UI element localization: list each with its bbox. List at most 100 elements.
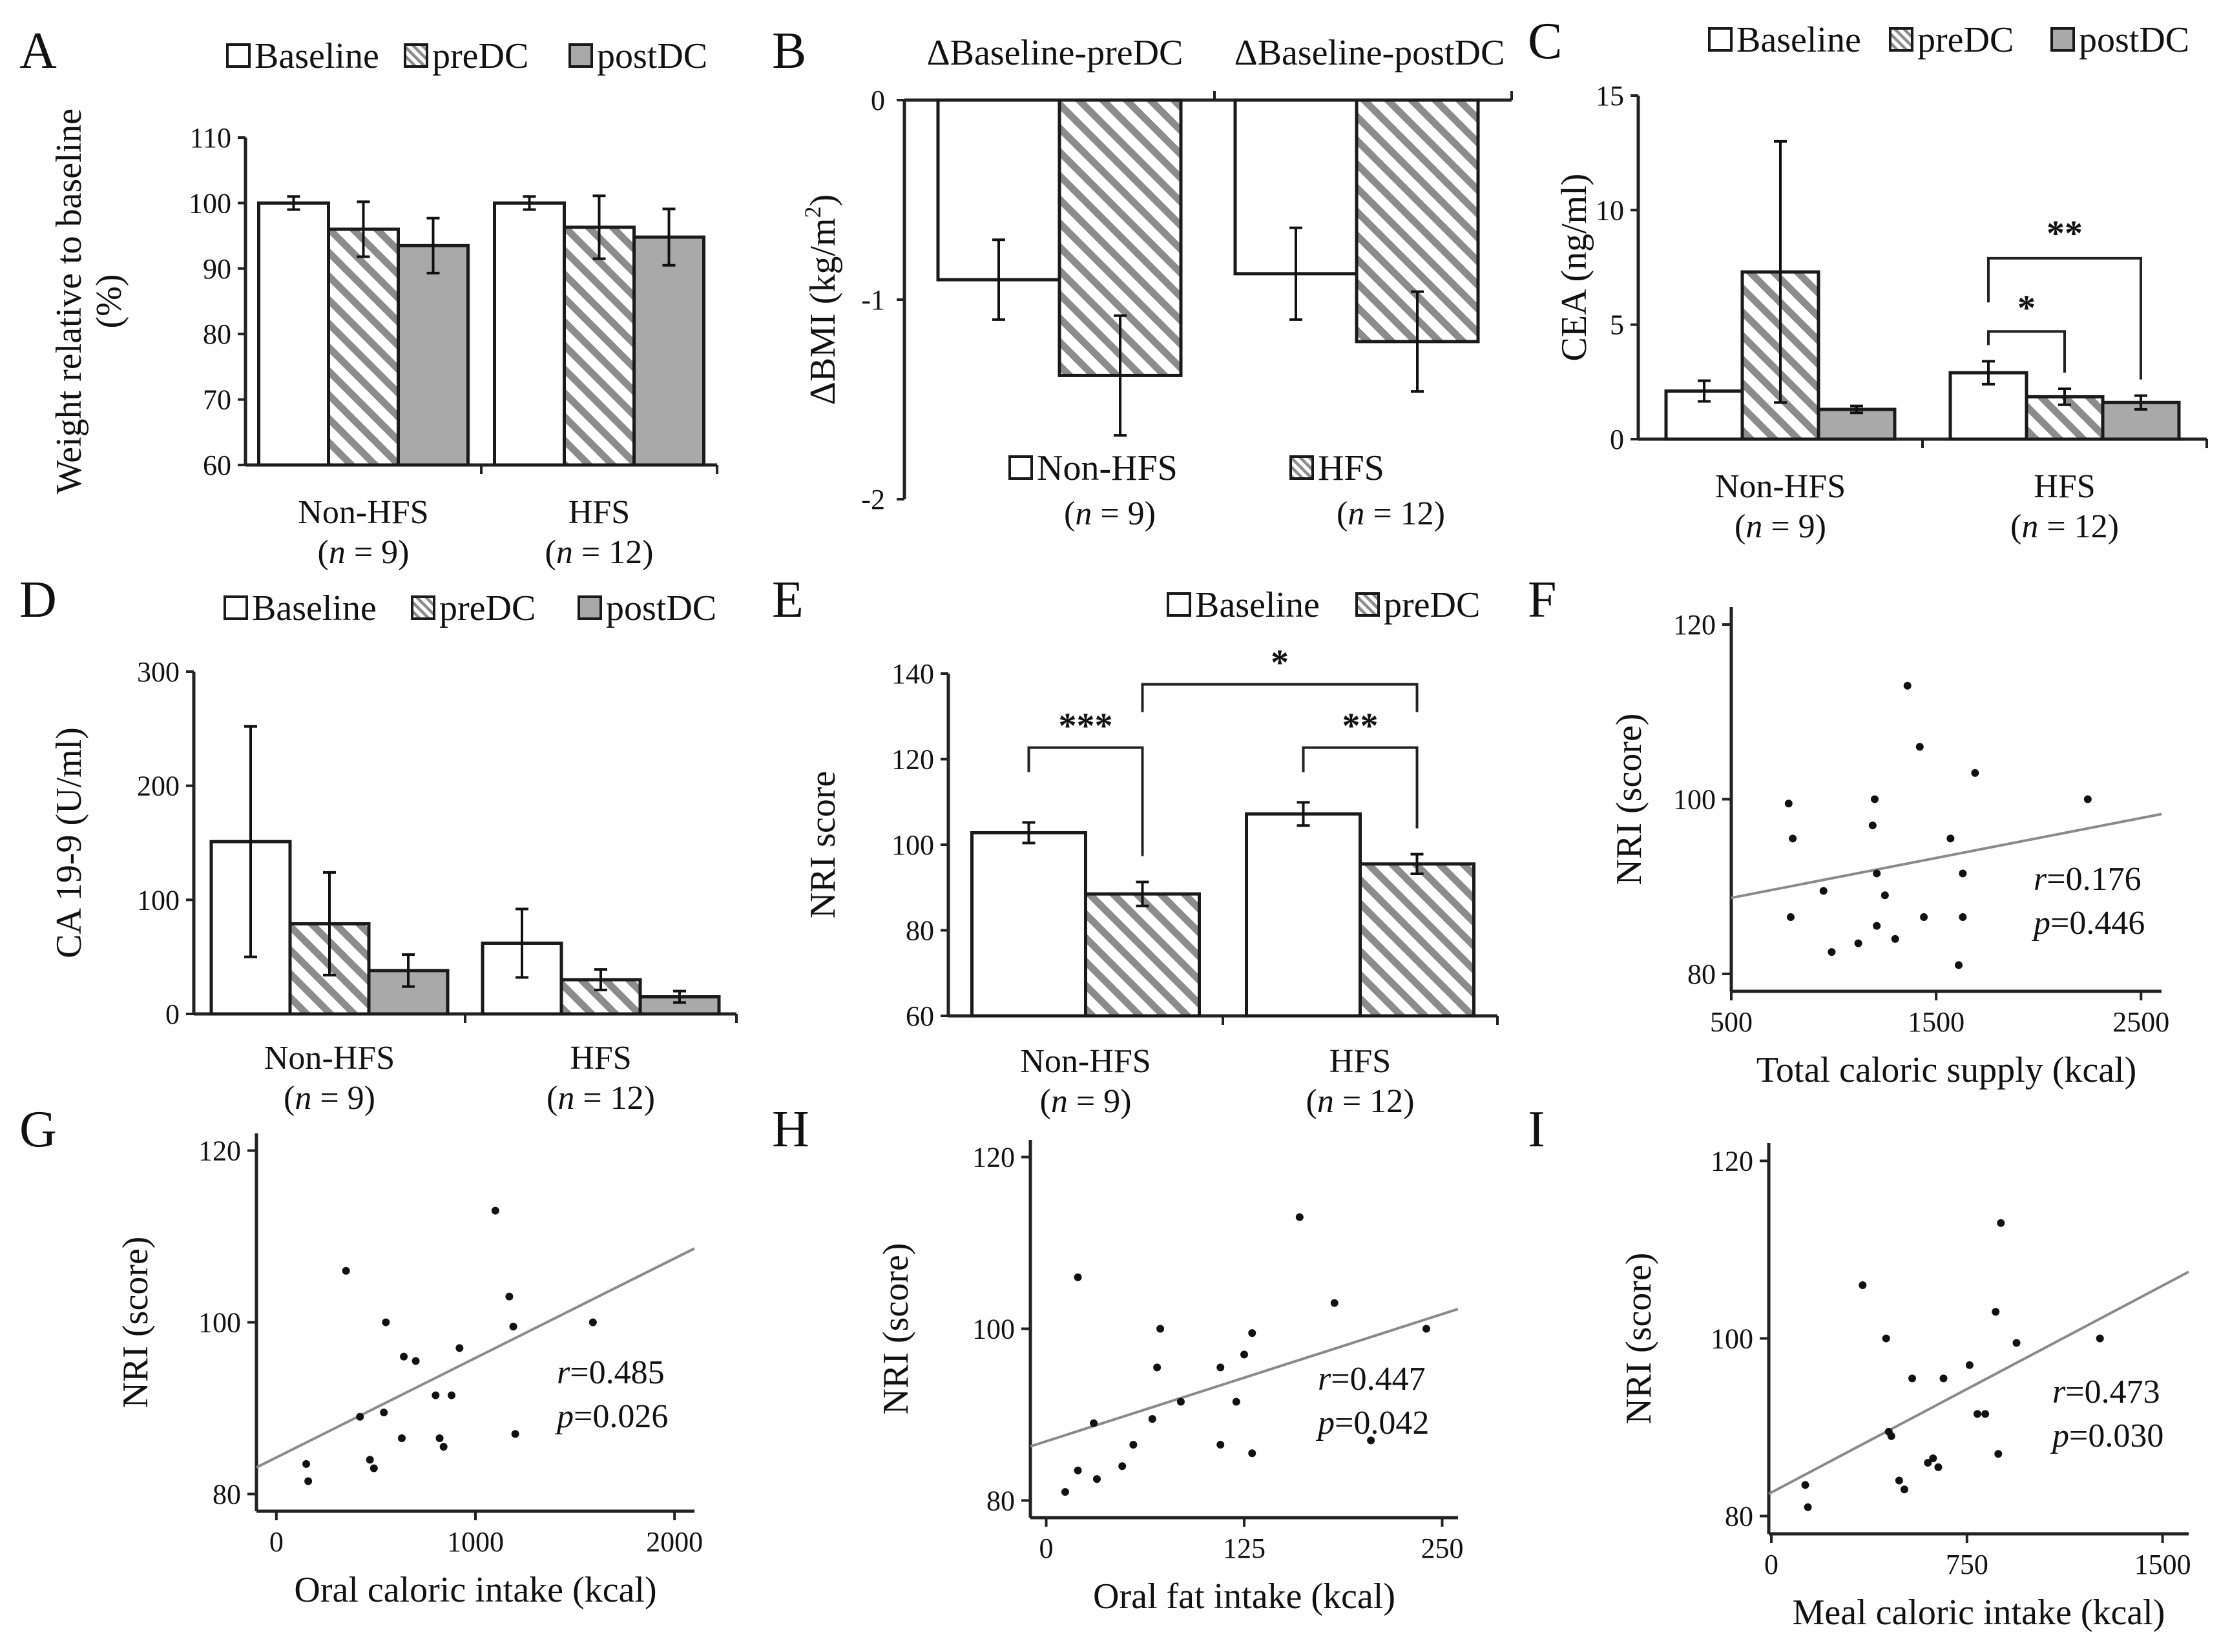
data-point <box>1939 1374 1948 1383</box>
r-value: r=0.485 <box>557 1354 665 1391</box>
data-point <box>1789 834 1797 843</box>
x-tick-label: 250 <box>1421 1533 1463 1564</box>
legend-label-baseline: Baseline <box>1736 20 1861 60</box>
y-tick-label: 200 <box>137 770 180 802</box>
data-point <box>1887 1432 1895 1440</box>
category-n-non-hfs: (n = 9) <box>284 1080 375 1117</box>
panel-E: E Baseline preDC 60 80 100 120 140 Non-HFS(n = 9… <box>772 572 1499 1120</box>
legend-label-baseline: Baseline <box>1195 585 1320 625</box>
legend-label-baseline: Baseline <box>255 36 379 76</box>
category-n-hfs: (n = 12) <box>545 534 654 571</box>
data-point <box>1804 1503 1812 1511</box>
data-point <box>1997 1219 2005 1227</box>
data-point <box>2012 1339 2021 1347</box>
data-point <box>2083 795 2092 803</box>
legend-swatch-predc <box>404 43 428 68</box>
data-point <box>1891 934 1899 943</box>
data-point <box>356 1412 364 1421</box>
data-point <box>366 1456 374 1464</box>
data-point <box>1994 1450 2003 1458</box>
legend-swatch-baseline <box>1708 27 1733 52</box>
bar-C-non-hfs-postdc <box>1817 408 1897 441</box>
y-tick-label: 300 <box>137 656 180 688</box>
y-tick-label: -2 <box>861 484 885 515</box>
y-axis-label: Weight relative to baseline(%) <box>49 108 129 494</box>
data-point <box>1871 795 1879 803</box>
x-tick-label: 750 <box>1946 1549 1988 1580</box>
panel-B: B -2 -1 0 ΔBaseline-preDC ΔBaseline-postDC Non… <box>772 23 1513 532</box>
y-tick-label: 100 <box>137 884 180 916</box>
sig-bracket-1 <box>1027 746 1144 856</box>
data-point <box>1786 913 1795 922</box>
y-tick-label: 80 <box>1725 1501 1753 1533</box>
bar-E-non-hfs-baseline <box>970 831 1087 1018</box>
p-value: p=0.042 <box>1315 1405 1429 1441</box>
y-tick-label: 0 <box>165 998 180 1030</box>
panel-label-F: F <box>1528 572 1557 628</box>
y-tick-label: 100 <box>891 829 934 861</box>
x-tick-label: 125 <box>1223 1533 1266 1564</box>
data-point <box>1118 1462 1127 1471</box>
data-point <box>1920 913 1928 922</box>
y-tick-label: 100 <box>972 1314 1015 1345</box>
data-point <box>1295 1213 1304 1221</box>
bar-A-hfs-predc <box>563 225 636 467</box>
data-point <box>1981 1410 1990 1418</box>
sig-star-2: ** <box>2047 214 2083 254</box>
data-point <box>1934 1463 1943 1471</box>
data-point <box>1828 948 1836 956</box>
panel-label-C: C <box>1528 13 1562 70</box>
panel-F: F 80 100 120 500 1500 2500 r=0.176 p=0.446 Total … <box>1528 572 2169 1090</box>
x-tick-label: 1000 <box>447 1526 504 1558</box>
panel-G: G 80 100 120 0 1000 2000 r=0.485 p=0.026 Oral cal… <box>19 1101 703 1610</box>
y-axis-label: NRI (score) <box>116 1237 156 1409</box>
category-n-hfs: (n = 12) <box>1306 1083 1415 1120</box>
y-tick-label: 80 <box>1687 958 1716 990</box>
data-point <box>1859 1281 1867 1289</box>
y-tick-label: 0 <box>1610 424 1624 455</box>
data-point <box>1801 1481 1809 1489</box>
legend-swatch-postdc <box>568 43 593 68</box>
y-tick-label: 120 <box>891 744 934 776</box>
category-label-hfs: HFS <box>2034 468 2095 505</box>
data-point <box>1240 1350 1248 1359</box>
data-point <box>505 1292 514 1301</box>
data-point <box>1156 1325 1165 1333</box>
y-tick-label: 80 <box>986 1485 1015 1516</box>
x-tick-label: 2500 <box>2112 1006 2169 1038</box>
data-point <box>382 1318 390 1327</box>
panel-H: H 80 100 120 0 125 250 r=0.447 p=0.042 Oral fat i… <box>772 1101 1463 1616</box>
data-point <box>370 1464 378 1472</box>
y-axis-label: CEA (ng/ml) <box>1554 174 1594 362</box>
panel-label-H: H <box>772 1101 809 1158</box>
regression-line <box>256 1247 695 1469</box>
bar-E-hfs-baseline <box>1245 812 1362 1018</box>
panel-label-I: I <box>1528 1101 1545 1158</box>
data-point <box>1955 961 1963 969</box>
panel-label-A: A <box>19 23 57 79</box>
data-point <box>1090 1419 1098 1427</box>
y-tick-label: 80 <box>213 1478 241 1510</box>
sig-bracket-1 <box>1987 330 2066 373</box>
y-tick-label: 0 <box>871 85 885 116</box>
y-axis-label: NRI (score) <box>1609 714 1649 885</box>
y-axis-label: NRI score <box>803 771 843 919</box>
category-n-non-hfs: (n = 9) <box>1040 1083 1132 1120</box>
sig-bracket-2 <box>1302 746 1419 829</box>
data-point <box>491 1206 499 1215</box>
bar-A-hfs-postdc <box>632 235 705 467</box>
bar-A-non-hfs-postdc <box>397 243 470 467</box>
data-point <box>2096 1334 2104 1343</box>
y-tick-label: 110 <box>190 122 231 154</box>
data-point <box>1908 1374 1917 1383</box>
data-point <box>380 1409 388 1417</box>
legend-label-predc: preDC <box>432 36 528 76</box>
legend-swatch-predc <box>411 595 435 620</box>
x-axis-label: Total caloric supply (kcal) <box>1756 1050 2137 1090</box>
y-tick-label: 140 <box>891 658 934 690</box>
r-value: r=0.473 <box>2052 1374 2160 1410</box>
data-point <box>1868 821 1877 830</box>
y-axis-label: CA 19-9 (U/ml) <box>49 727 89 958</box>
legend-swatch-postdc <box>578 595 602 620</box>
